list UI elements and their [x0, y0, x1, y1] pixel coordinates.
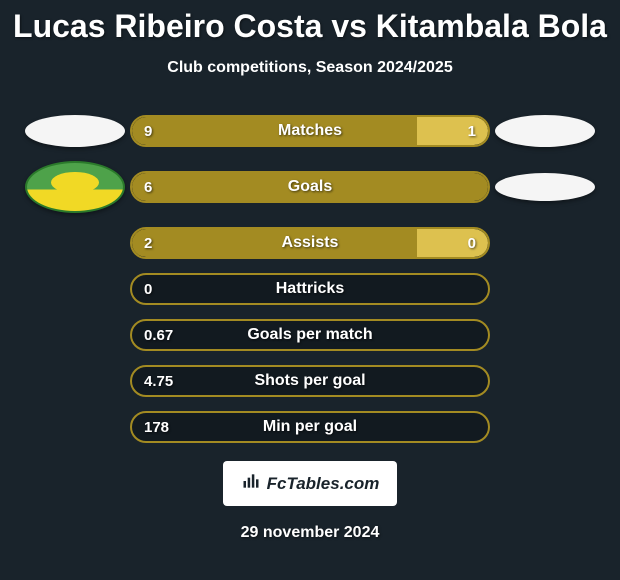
stat-bar-hattricks: 0 Hattricks	[130, 273, 490, 305]
player1-club-slot	[20, 161, 130, 213]
stats-section: 9 Matches 1 6 Goals	[0, 115, 620, 443]
player1-club-icon	[25, 161, 125, 213]
chart-icon	[241, 471, 261, 496]
stat-row-goals: 6 Goals	[0, 161, 620, 213]
player2-flag-slot	[490, 115, 600, 147]
stat-row-mpg: 178 Min per goal	[0, 411, 620, 443]
player1-flag-icon	[25, 115, 125, 147]
comparison-card: Lucas Ribeiro Costa vs Kitambala Bola Cl…	[0, 0, 620, 580]
attribution-badge: FcTables.com	[223, 461, 398, 506]
stat-bar-matches: 9 Matches 1	[130, 115, 490, 147]
attribution-text: FcTables.com	[267, 474, 380, 494]
stat-row-assists: 2 Assists 0	[0, 227, 620, 259]
player2-club-icon	[495, 173, 595, 201]
stat-bar-mpg: 178 Min per goal	[130, 411, 490, 443]
stat-label: Min per goal	[132, 413, 488, 441]
player2-club-slot	[490, 173, 600, 201]
stat-bar-spg: 4.75 Shots per goal	[130, 365, 490, 397]
stat-label: Matches	[132, 117, 488, 145]
stat-label: Assists	[132, 229, 488, 257]
page-title: Lucas Ribeiro Costa vs Kitambala Bola	[0, 0, 620, 45]
player2-flag-icon	[495, 115, 595, 147]
stat-value-p2: 1	[468, 117, 476, 145]
stat-bar-gpm: 0.67 Goals per match	[130, 319, 490, 351]
date-label: 29 november 2024	[0, 524, 620, 542]
stat-label: Goals per match	[132, 321, 488, 349]
attribution-row: FcTables.com	[0, 461, 620, 506]
stat-label: Shots per goal	[132, 367, 488, 395]
stat-label: Goals	[132, 173, 488, 201]
stat-label: Hattricks	[132, 275, 488, 303]
stat-row-spg: 4.75 Shots per goal	[0, 365, 620, 397]
stat-row-matches: 9 Matches 1	[0, 115, 620, 147]
stat-row-gpm: 0.67 Goals per match	[0, 319, 620, 351]
stat-bar-goals: 6 Goals	[130, 171, 490, 203]
stat-bar-assists: 2 Assists 0	[130, 227, 490, 259]
stat-row-hattricks: 0 Hattricks	[0, 273, 620, 305]
player1-flag-slot	[20, 115, 130, 147]
stat-value-p2: 0	[468, 229, 476, 257]
subtitle: Club competitions, Season 2024/2025	[0, 59, 620, 77]
